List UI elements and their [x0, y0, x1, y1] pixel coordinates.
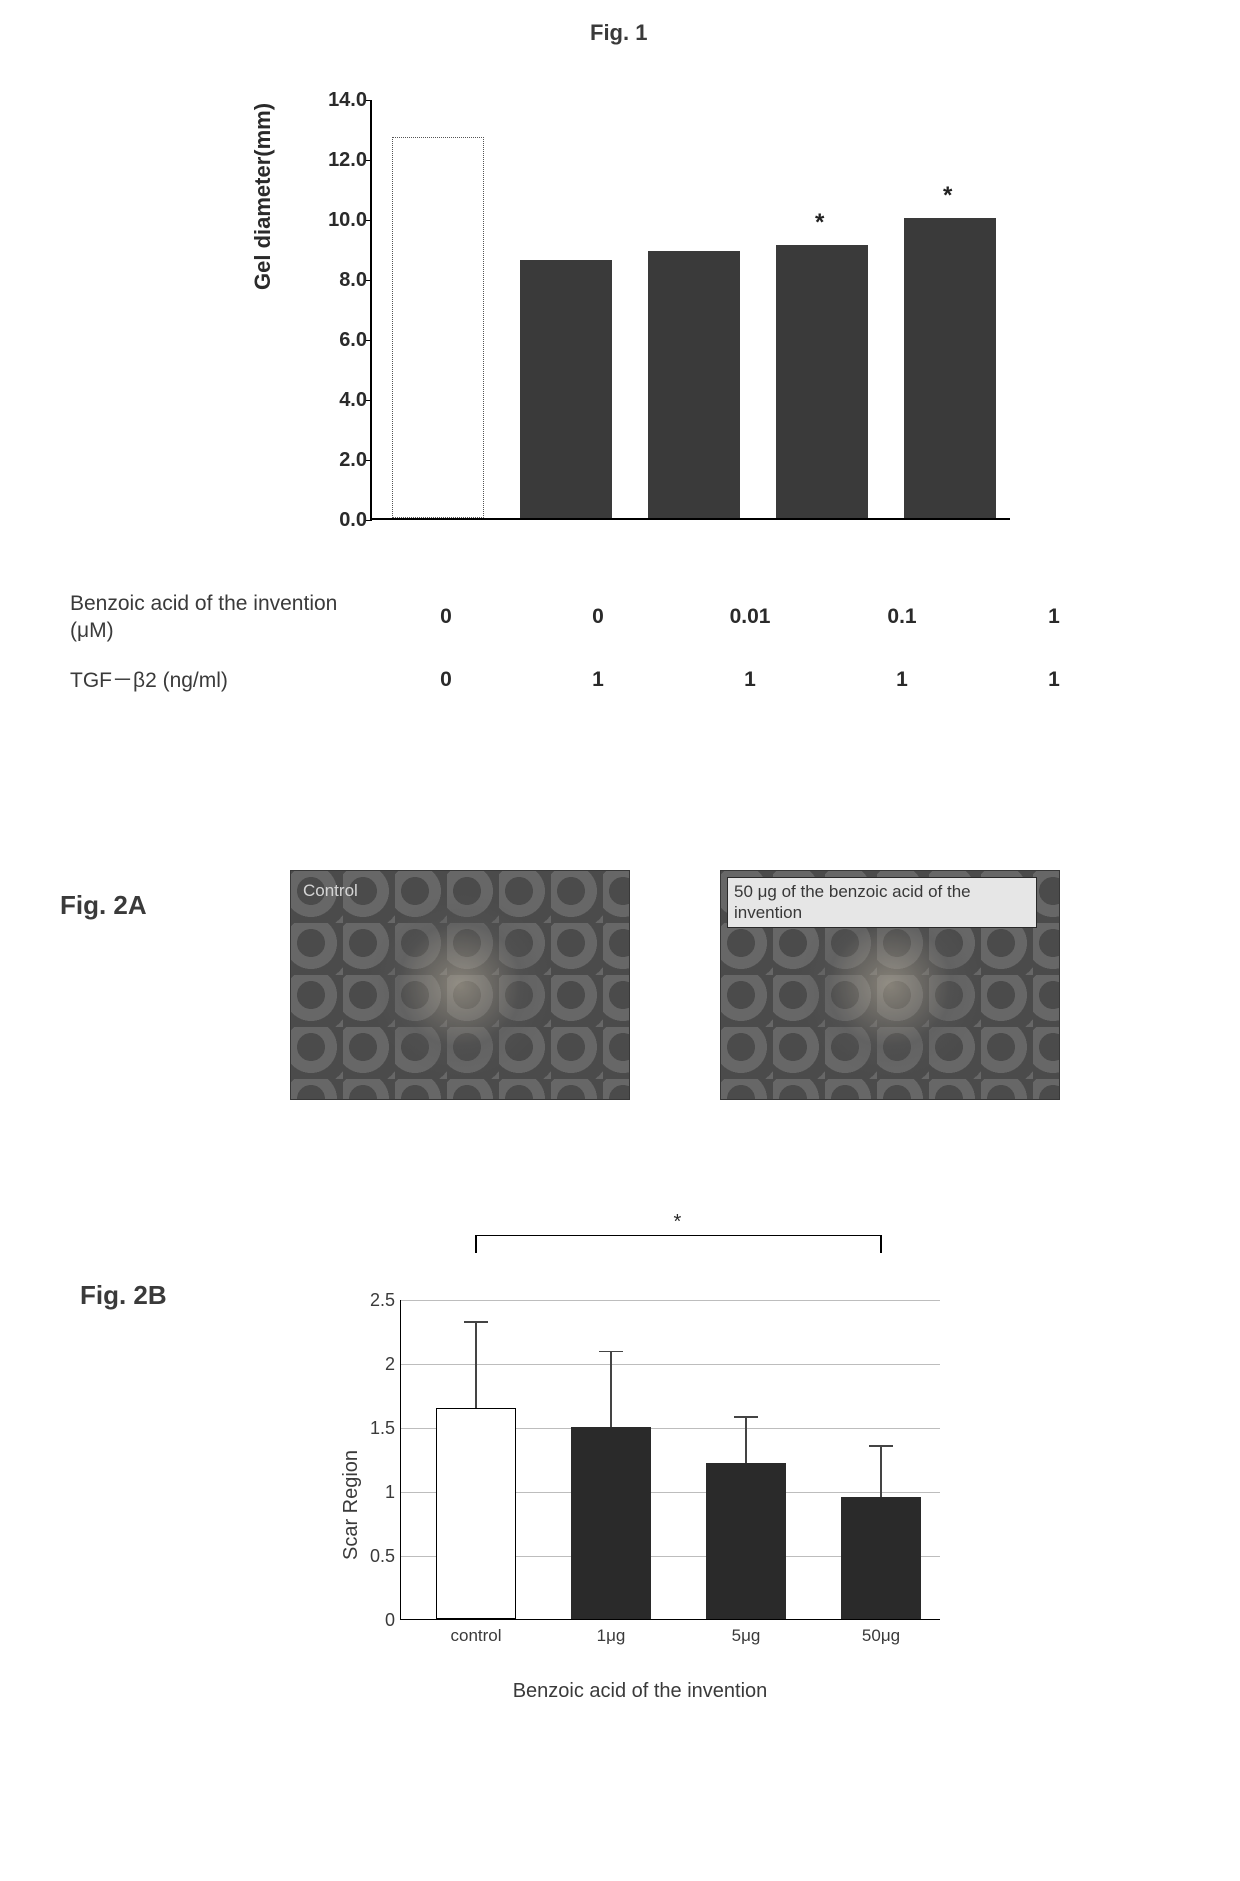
fig1-xlabel-value: 0.01 — [674, 605, 826, 629]
fig2b-xtick: 50μg — [831, 1626, 931, 1646]
fig2b-bar — [571, 1427, 651, 1619]
fig1-bar — [520, 260, 612, 518]
fig2b-xtick: 5μg — [696, 1626, 796, 1646]
fig1-xlabel-table: Benzoic acid of the invention (μM)000.01… — [70, 590, 1130, 716]
fig2b-xtick: control — [426, 1626, 526, 1646]
fig1-xlabel-value: 1 — [674, 668, 826, 692]
fig1-ytick: 2.0 — [312, 449, 367, 472]
fig2a-panel-caption: 50 μg of the benzoic acid of the inventi… — [727, 877, 1037, 928]
fig2b-ytick: 2 — [359, 1354, 395, 1375]
fig1-xlabel-value: 0 — [370, 605, 522, 629]
fig2a-image-panel: 50 μg of the benzoic acid of the inventi… — [720, 870, 1060, 1100]
fig1-ytick: 6.0 — [312, 329, 367, 352]
fig1-ytick: 14.0 — [312, 89, 367, 112]
fig1-ytick: 10.0 — [312, 209, 367, 232]
fig2b-bar — [436, 1408, 516, 1619]
fig2a-panel-caption: Control — [297, 877, 364, 904]
fig1-bar — [904, 218, 996, 518]
fig1-xlabel-value: 1 — [978, 605, 1130, 629]
fig1-xlabel-value: 0.1 — [826, 605, 978, 629]
fig2b-title: Fig. 2B — [80, 1280, 167, 1311]
fig2b-ylabel: Scar Region — [340, 1450, 363, 1560]
fig1-xlabel-value: 1 — [826, 668, 978, 692]
fig1-ytick: 4.0 — [312, 389, 367, 412]
fig1-xlabel-value: 1 — [522, 668, 674, 692]
fig2b-bar — [706, 1463, 786, 1619]
fig1-ytick: 12.0 — [312, 149, 367, 172]
fig1-bar — [776, 245, 868, 518]
fig1-chart: Gel diameter(mm) 0.02.04.06.08.010.012.0… — [260, 80, 1040, 550]
fig1-title: Fig. 1 — [590, 20, 647, 46]
fig2b-xlabel: Benzoic acid of the invention — [300, 1680, 980, 1703]
fig2b-bar — [841, 1497, 921, 1619]
fig2b-chart: Scar Region 00.511.522.5control1μg5μg50μ… — [300, 1280, 980, 1730]
fig1-xlabel-head: Benzoic acid of the invention (μM) — [70, 590, 370, 645]
fig1-xlabel-head: TGF－β2 (ng/ml) — [70, 667, 370, 694]
fig1-xlabel-value: 1 — [978, 668, 1130, 692]
fig1-ylabel: Gel diameter(mm) — [250, 103, 276, 290]
fig1-bar — [648, 251, 740, 518]
fig1-ytick: 8.0 — [312, 269, 367, 292]
fig1-bar — [392, 137, 484, 518]
fig1-xlabel-value: 0 — [522, 605, 674, 629]
significance-star: * — [815, 209, 824, 237]
fig2b-ytick: 2.5 — [359, 1290, 395, 1311]
fig2b-ytick: 0 — [359, 1610, 395, 1631]
fig2b-plot: 00.511.522.5control1μg5μg50μg* — [400, 1300, 940, 1620]
fig2b-ytick: 1 — [359, 1482, 395, 1503]
significance-bracket — [476, 1235, 881, 1236]
significance-star: * — [943, 182, 952, 210]
fig2a-title: Fig. 2A — [60, 890, 147, 921]
fig2b-xtick: 1μg — [561, 1626, 661, 1646]
significance-star: * — [674, 1211, 682, 1234]
fig1-xlabel-row: TGF－β2 (ng/ml)01111 — [70, 667, 1130, 694]
fig1-plot: 0.02.04.06.08.010.012.014.0** — [370, 100, 1010, 520]
fig1-xlabel-row: Benzoic acid of the invention (μM)000.01… — [70, 590, 1130, 645]
fig2b-ytick: 1.5 — [359, 1418, 395, 1439]
fig1-ytick: 0.0 — [312, 509, 367, 532]
fig1-xlabel-value: 0 — [370, 668, 522, 692]
fig2b-ytick: 0.5 — [359, 1546, 395, 1567]
fig2a-image-panel: Control — [290, 870, 630, 1100]
